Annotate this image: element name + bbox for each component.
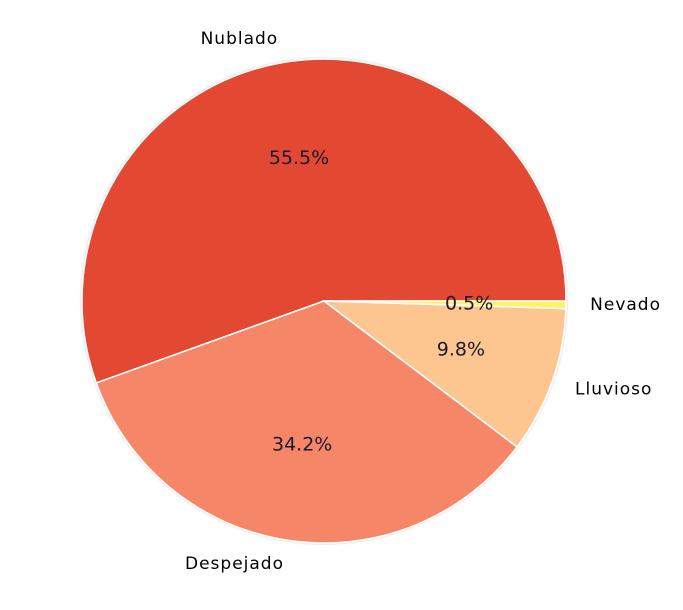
slice-nevado — [323, 300, 567, 310]
pct-label-despejado: 34.2% — [272, 434, 332, 456]
pct-label-nublado: 55.5% — [269, 147, 329, 169]
slice-lluvioso — [321, 300, 567, 448]
category-label-nevado: Nevado — [590, 295, 661, 315]
category-label-despejado: Despejado — [185, 554, 284, 574]
category-label-nublado: Nublado — [201, 29, 279, 49]
slice-nublado — [81, 58, 567, 384]
pct-label-nevado: 0.5% — [445, 292, 493, 314]
slice-despejado — [95, 300, 519, 544]
category-labels: Nublado Despejado Lluvioso Nevado — [185, 29, 661, 574]
pct-label-lluvioso: 9.8% — [437, 338, 485, 360]
pie-slices — [81, 58, 567, 544]
category-label-lluvioso: Lluvioso — [575, 380, 652, 400]
percentage-labels: 55.5% 34.2% 9.8% 0.5% — [269, 147, 493, 456]
